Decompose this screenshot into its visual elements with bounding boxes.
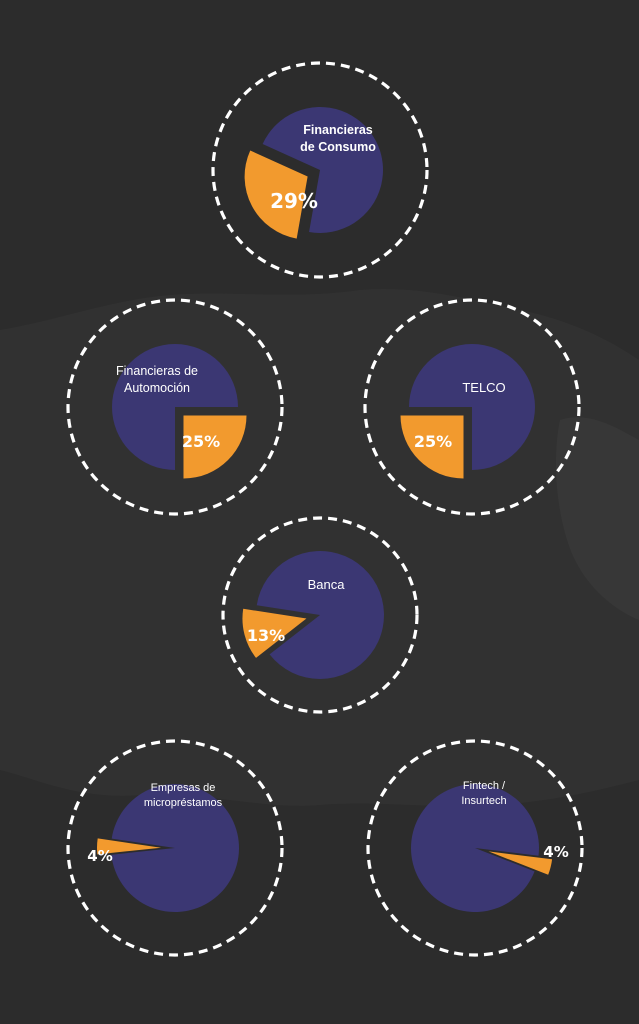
pie-category-label: TELCO — [462, 380, 505, 395]
pie-slice-rest — [256, 550, 384, 679]
pie-percent-label: 29% — [270, 189, 318, 213]
pie-chart-5: Empresas de micropréstamos 4% — [66, 739, 284, 957]
pie-slice-highlight — [400, 415, 464, 479]
pie-category-label-line: micropréstamos — [144, 797, 223, 809]
pie-chart-6: Fintech / Insurtech 4% — [366, 739, 584, 957]
pie-category-label: Financieras de Automoción — [116, 364, 198, 395]
dashed-ring — [211, 61, 429, 279]
pie-slice-rest — [112, 344, 238, 470]
pie-percent-label: 13% — [247, 626, 285, 645]
pie-category-label: Banca — [308, 577, 346, 592]
pie-percent-label: 25% — [182, 432, 220, 451]
pie-category-label-line: Financieras de — [116, 364, 198, 378]
pie-slice-highlight — [97, 838, 161, 855]
background-map-shape — [555, 417, 639, 620]
dashed-ring — [363, 298, 581, 516]
pie-chart-2: Financieras de Automoción 25% — [66, 298, 284, 516]
pie-category-label-line: TELCO — [462, 380, 505, 395]
pie-chart-4: Banca 13% — [221, 516, 419, 714]
pie-percent-label: 25% — [414, 432, 452, 451]
dashed-ring — [366, 739, 584, 957]
pie-category-label-line: Insurtech — [461, 795, 506, 807]
pie-slice-highlight — [242, 608, 307, 658]
pie-percent-label: 4% — [87, 847, 112, 865]
pie-slice-rest — [409, 344, 535, 470]
pie-category-label-line: Empresas de — [151, 782, 216, 794]
pie-category-label-line: de Consumo — [300, 140, 376, 154]
pie-slice-highlight — [244, 150, 308, 239]
pie-slice-rest — [410, 784, 539, 913]
pie-category-label: Financieras de Consumo — [300, 123, 376, 154]
pie-slice-rest — [111, 784, 240, 913]
pie-slice-highlight — [488, 851, 553, 875]
pie-category-label: Fintech / Insurtech — [461, 780, 506, 807]
dashed-ring — [66, 298, 284, 516]
pie-percent-label: 4% — [543, 843, 568, 861]
background-map-shape — [0, 289, 639, 807]
pie-category-label: Empresas de micropréstamos — [144, 782, 223, 809]
pie-category-label-line: Automoción — [124, 381, 190, 395]
dashed-ring — [221, 516, 419, 714]
pie-category-label-line: Fintech / — [463, 780, 506, 792]
pie-slice-highlight — [183, 415, 247, 479]
pie-slice-rest — [262, 106, 384, 233]
dashed-ring — [66, 739, 284, 957]
pie-chart-1: Financieras de Consumo 29% — [211, 61, 429, 279]
pie-category-label-line: Banca — [308, 577, 346, 592]
pie-category-label-line: Financieras — [303, 123, 373, 137]
pie-chart-3: TELCO 25% — [363, 298, 581, 516]
